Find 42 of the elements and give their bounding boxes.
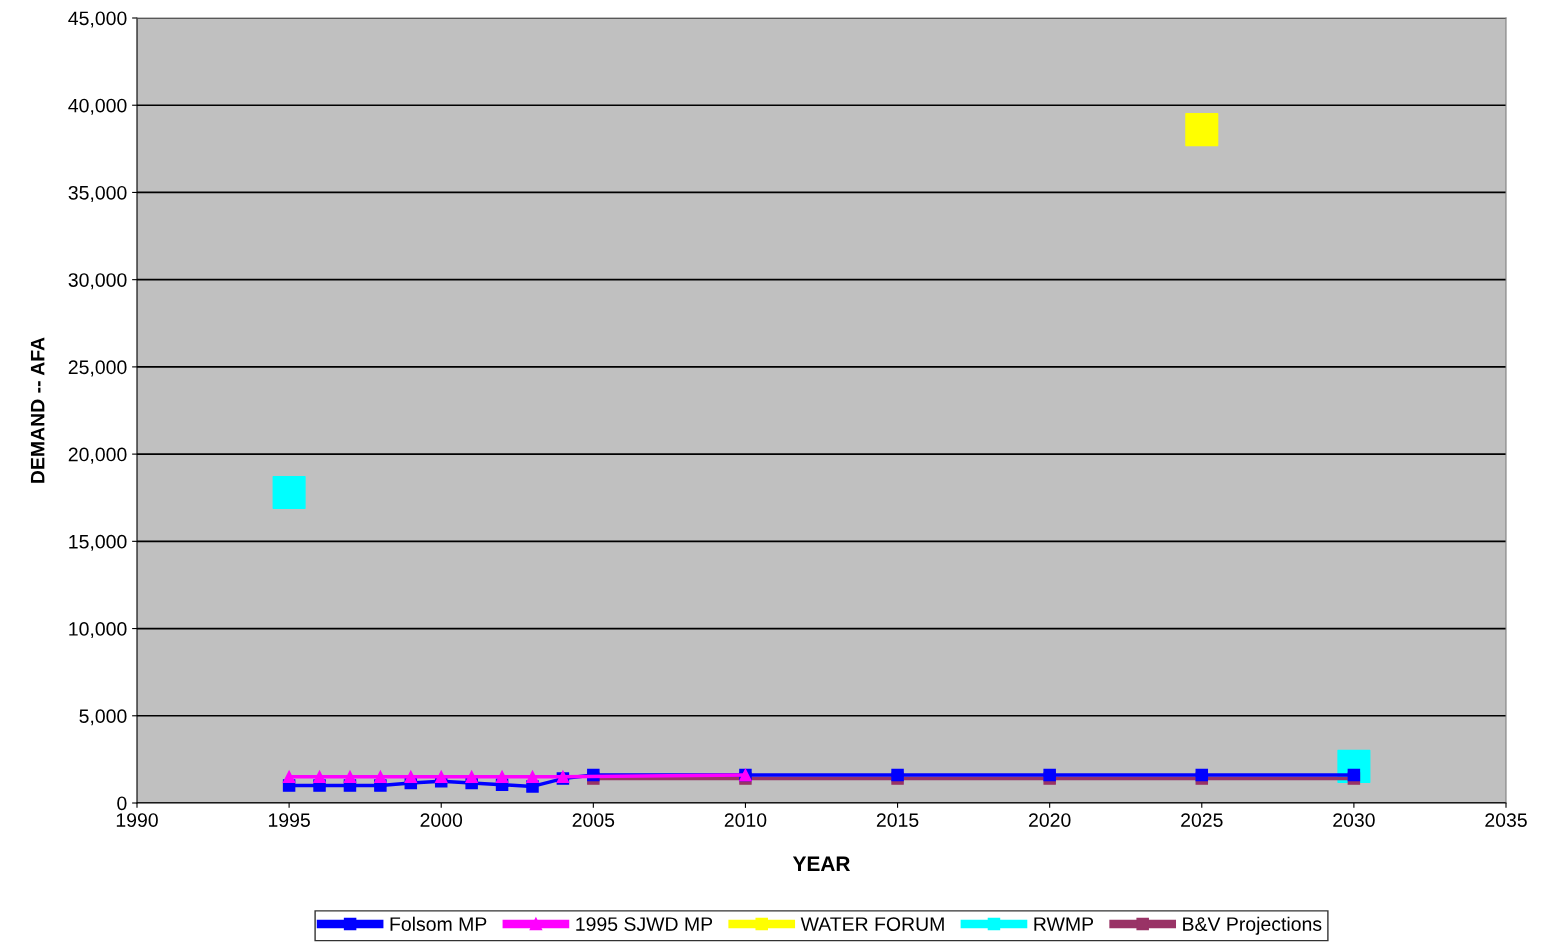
legend-label: B&V Projections <box>1183 916 1322 935</box>
point <box>1347 768 1361 782</box>
y-tick-label: 10,000 <box>69 622 127 639</box>
y-tick-label: 45,000 <box>68 11 127 28</box>
point <box>434 770 448 784</box>
y-tick-label: 40,000 <box>68 98 127 115</box>
legend-label: WATER FORUM <box>800 917 944 931</box>
legend-label: 1995 SJWD MP <box>576 917 713 931</box>
x-tick-label: 2020 <box>1029 813 1071 827</box>
point <box>313 770 326 784</box>
x-tick-label: 2005 <box>572 813 615 827</box>
point <box>404 770 418 784</box>
x-tick-label: 2030 <box>1333 813 1375 827</box>
x-tick-label: 2025 <box>1181 813 1223 827</box>
x-axis-title: YEAR <box>792 856 851 871</box>
point <box>374 770 387 784</box>
x-tick-label: 1990 <box>116 813 158 827</box>
point <box>495 770 509 784</box>
point <box>891 768 904 782</box>
point <box>343 770 357 784</box>
legend-label: RWMP <box>1034 917 1094 931</box>
x-tick-label: 2000 <box>420 813 463 827</box>
point <box>272 475 306 510</box>
y-tick-label: 0 <box>117 796 127 811</box>
legend-label: Folsom MP <box>390 916 487 931</box>
y-tick-label: 20,000 <box>68 447 127 464</box>
x-tick-label: 2015 <box>876 813 919 827</box>
point <box>1185 113 1219 147</box>
y-tick-label: 15,000 <box>69 534 127 551</box>
x-tick-label: 1995 <box>268 813 310 827</box>
point <box>1043 768 1056 782</box>
y-tick-label: 30,000 <box>68 273 127 290</box>
point <box>1195 768 1209 782</box>
x-tick-label: 2010 <box>724 813 767 827</box>
y-axis-title: DEMAND -- AFA <box>30 337 45 483</box>
y-tick-label: 35,000 <box>68 185 127 202</box>
y-tick-label: 5,000 <box>79 709 127 726</box>
y-tick-label: 25,000 <box>68 360 127 377</box>
point <box>465 770 478 784</box>
point <box>282 770 296 784</box>
point <box>526 770 539 784</box>
x-tick-label: 2035 <box>1485 813 1527 827</box>
